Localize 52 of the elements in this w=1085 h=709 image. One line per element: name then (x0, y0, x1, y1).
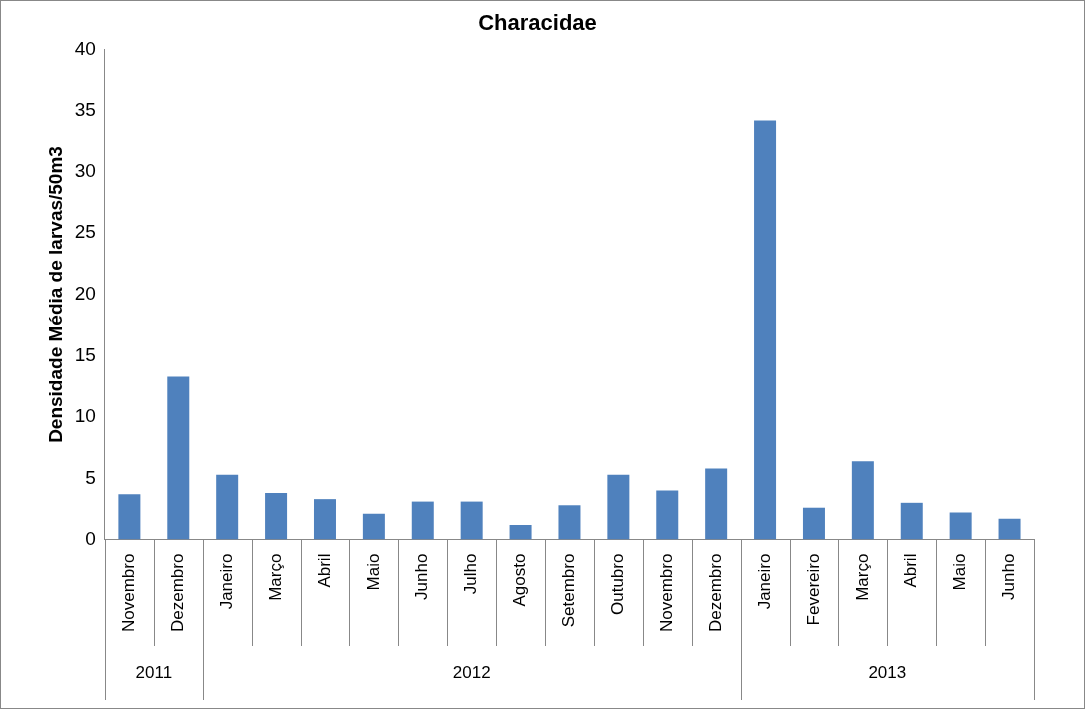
bar (705, 468, 728, 540)
x-tick-label: Agosto (510, 553, 530, 607)
x-tick-label: Dezembro (705, 553, 725, 632)
bar (216, 474, 239, 540)
y-tick-label: 5 (85, 466, 96, 488)
y-axis-title: Densidade Média de larvas/50m3 (44, 146, 66, 443)
y-tick-label: 40 (74, 37, 96, 59)
bar (998, 518, 1021, 540)
x-tick-label: Abril (314, 553, 334, 588)
bar (558, 505, 581, 540)
bar (900, 502, 923, 540)
bar (167, 376, 190, 540)
bar (411, 501, 434, 540)
x-tick-label: Maio (363, 553, 383, 591)
bar (949, 512, 972, 540)
x-tick-label: Janeiro (754, 553, 774, 610)
bar (460, 501, 483, 540)
x-tick-label: Maio (950, 553, 970, 591)
bar (509, 524, 532, 540)
bar (118, 494, 141, 540)
bar (265, 493, 288, 540)
x-tick-label: Outubro (608, 553, 628, 616)
x-tick-label: Dezembro (167, 553, 187, 632)
bar (754, 120, 777, 540)
text: 2013 (868, 662, 907, 682)
bar (656, 490, 679, 540)
y-tick-label: 10 (74, 405, 96, 427)
bar (802, 507, 825, 540)
x-tick-label: Setembro (559, 553, 579, 628)
x-tick-label: Junho (999, 553, 1019, 600)
bar (362, 513, 385, 540)
y-tick-label: 25 (74, 221, 96, 243)
x-tick-label: Março (852, 553, 872, 601)
x-tick-label: Novembro (119, 553, 139, 632)
x-tick-label: Janeiro (216, 553, 236, 610)
x-tick-label: Abril (901, 553, 921, 588)
x-tick-label: Junho (412, 553, 432, 600)
y-tick-label: 0 (85, 527, 96, 549)
x-tick-label: Fevereiro (803, 553, 823, 626)
y-tick-label: 20 (74, 282, 96, 304)
text: 2011 (135, 662, 173, 682)
bar (851, 461, 874, 540)
chart-title: Characidae (478, 10, 597, 36)
y-tick-label: 35 (74, 98, 96, 120)
text: 2012 (452, 662, 491, 682)
bar (313, 499, 336, 540)
x-tick-label: Março (265, 553, 285, 601)
bar (607, 474, 630, 540)
x-tick-label: Novembro (656, 553, 676, 632)
y-tick-label: 15 (74, 344, 96, 365)
y-tick-label: 30 (74, 160, 96, 182)
x-tick-label: Julho (461, 553, 481, 595)
